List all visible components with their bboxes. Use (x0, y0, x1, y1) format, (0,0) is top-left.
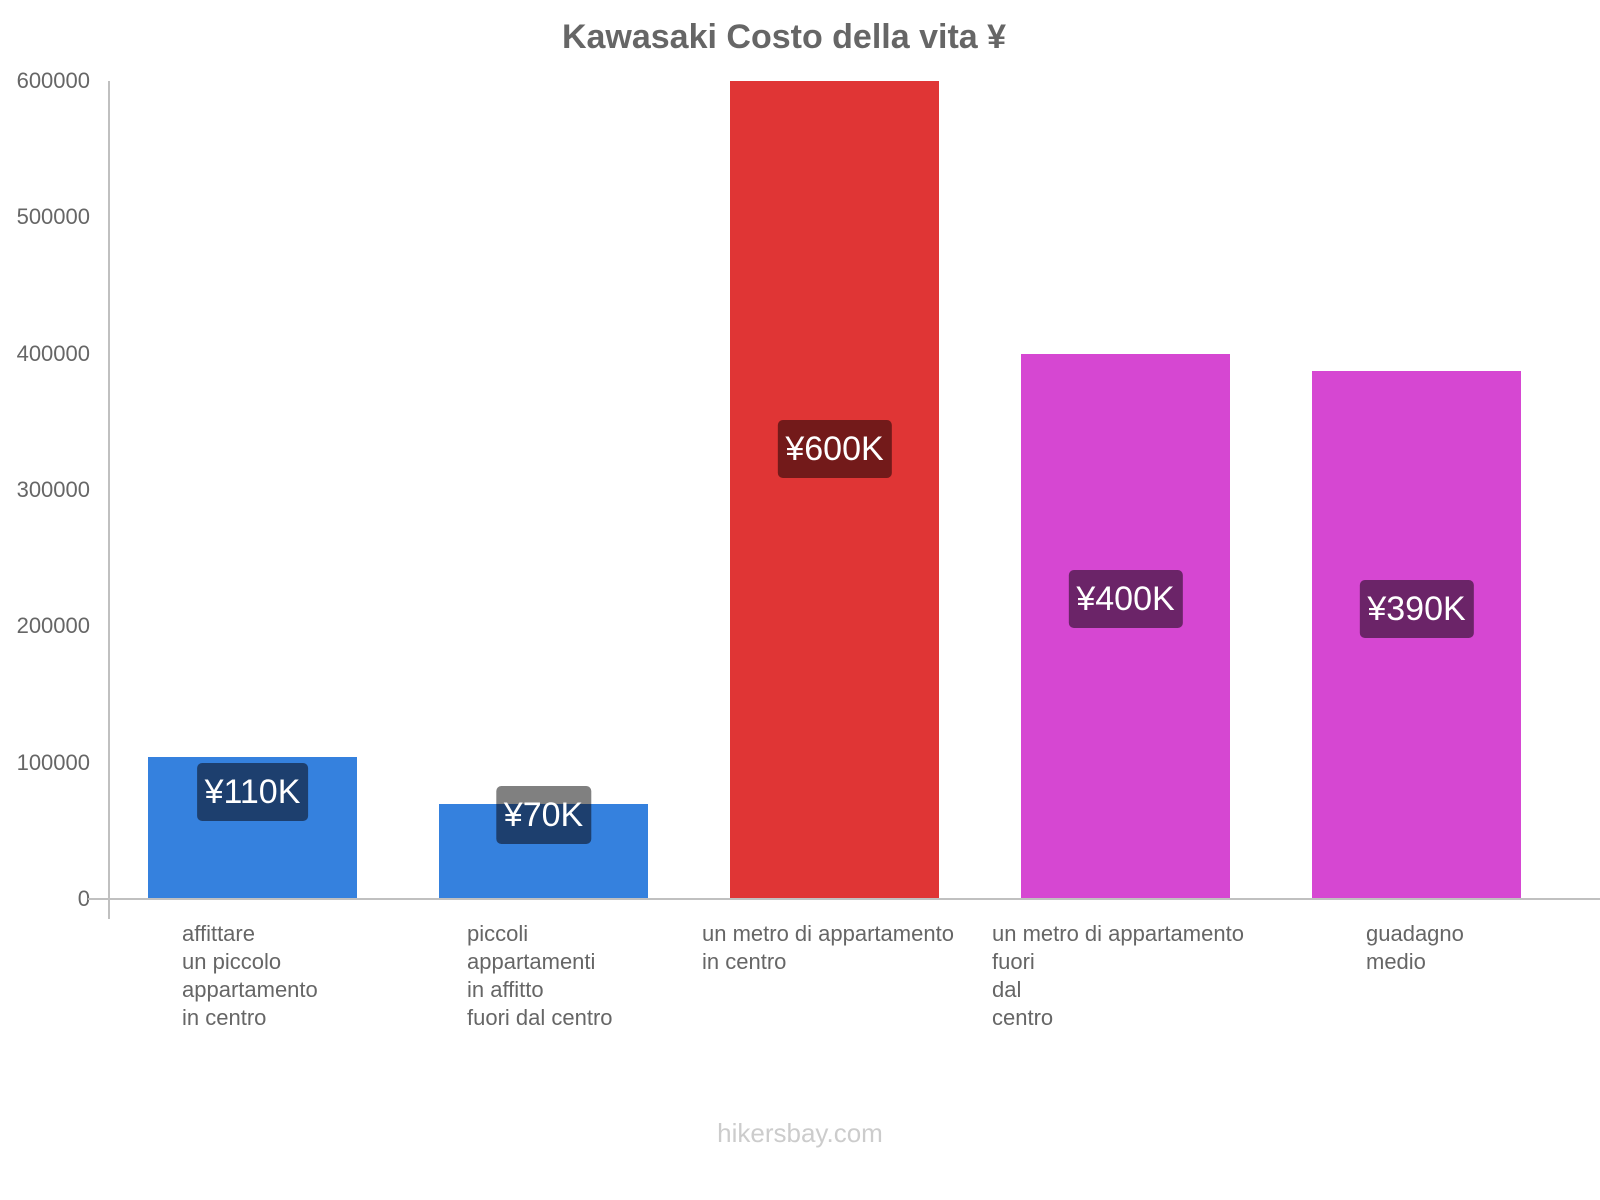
y-tick-300000: 300000 (16, 477, 90, 502)
chart-title: Kawasaki Costo della vita ¥ (561, 18, 1007, 56)
y-axis-line (108, 81, 110, 919)
x-label-rent-small-center: affittare un piccolo appartamento in cen… (182, 921, 318, 1030)
value-label-1: ¥70K (495, 786, 592, 844)
y-tick-200000: 200000 (16, 613, 90, 638)
y-tick-500000: 500000 (16, 204, 90, 229)
y-tick-0: 0 (77, 886, 90, 911)
x-axis-line (88, 898, 1600, 900)
value-label-4: ¥390K (1359, 579, 1474, 638)
value-label-0: ¥110K (196, 763, 309, 821)
x-label-rent-small-outside: piccoli appartamenti in affitto fuori da… (467, 921, 613, 1030)
x-label-sqm-outside: un metro di appartamento fuori dal centr… (992, 921, 1244, 1030)
watermark: hikersbay.com (717, 1118, 883, 1148)
value-label-3: ¥400K (1068, 570, 1183, 629)
bar-2 (730, 81, 939, 899)
value-label-2: ¥600K (777, 420, 892, 479)
x-label-sqm-center: un metro di appartamento in centro (702, 921, 954, 974)
y-tick-400000: 400000 (16, 341, 90, 366)
x-label-average-salary: guadagno medio (1366, 921, 1464, 974)
y-tick-100000: 100000 (16, 750, 90, 775)
y-tick-600000: 600000 (16, 68, 90, 93)
